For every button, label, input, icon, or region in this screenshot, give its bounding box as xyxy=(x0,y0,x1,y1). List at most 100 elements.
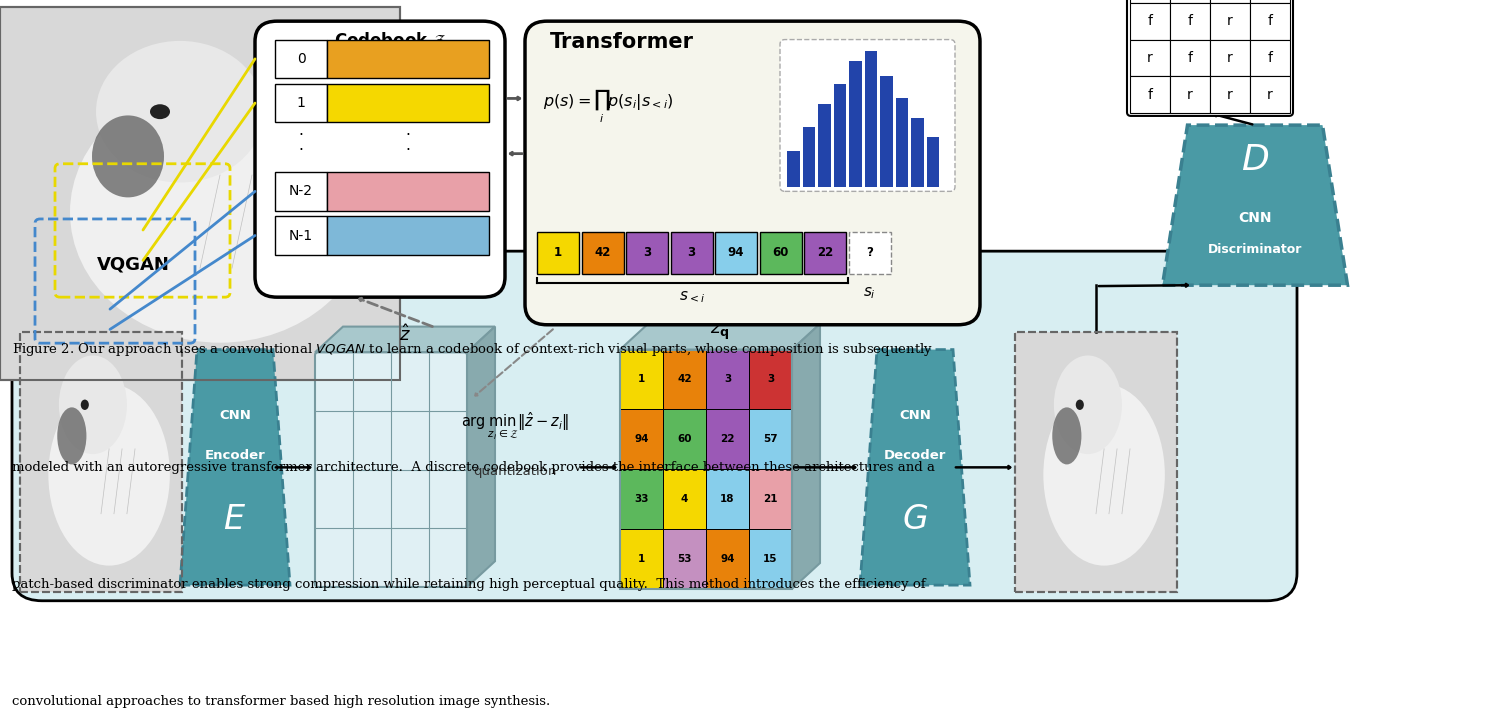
Bar xyxy=(849,62,861,187)
Bar xyxy=(1250,40,1290,76)
Text: quantization: quantization xyxy=(473,465,556,479)
Text: 53: 53 xyxy=(678,554,691,564)
Text: $\mathit{G}$: $\mathit{G}$ xyxy=(902,503,927,536)
Bar xyxy=(1250,76,1290,113)
Text: $\boldsymbol{s_{<i}}$: $\boldsymbol{s_{<i}}$ xyxy=(679,289,705,304)
Text: $\arg\min_{z_i \in \mathcal{Z}} \|\hat{z} - z_i\|$: $\arg\min_{z_i \in \mathcal{Z}} \|\hat{z… xyxy=(461,411,570,442)
Bar xyxy=(1250,3,1290,40)
Bar xyxy=(911,118,924,187)
Text: 4: 4 xyxy=(681,494,688,504)
Ellipse shape xyxy=(1052,407,1082,464)
Bar xyxy=(275,84,328,122)
Ellipse shape xyxy=(71,82,370,343)
Text: $z_\mathbf{q}$: $z_\mathbf{q}$ xyxy=(711,322,730,342)
Text: f: f xyxy=(1187,14,1192,28)
Bar xyxy=(621,529,663,589)
Bar xyxy=(748,409,792,469)
Bar xyxy=(20,332,182,592)
Bar xyxy=(1210,76,1250,113)
Bar xyxy=(1250,0,1290,3)
Text: 21: 21 xyxy=(764,494,777,504)
Ellipse shape xyxy=(1054,355,1121,454)
Bar xyxy=(663,529,706,589)
Bar xyxy=(879,76,893,187)
Bar xyxy=(896,98,908,187)
Text: $\boldsymbol{s_i}$: $\boldsymbol{s_i}$ xyxy=(863,285,876,301)
Bar xyxy=(849,232,890,274)
Bar xyxy=(759,232,801,274)
Text: 33: 33 xyxy=(634,494,649,504)
Text: 60: 60 xyxy=(773,246,789,260)
Polygon shape xyxy=(621,324,821,350)
Bar xyxy=(663,409,706,469)
Text: 3: 3 xyxy=(767,375,774,384)
FancyBboxPatch shape xyxy=(316,353,467,587)
Text: 1: 1 xyxy=(296,96,305,110)
Bar xyxy=(748,350,792,409)
Bar xyxy=(582,232,624,274)
Ellipse shape xyxy=(96,41,265,183)
Ellipse shape xyxy=(150,104,170,119)
Bar xyxy=(1210,3,1250,40)
Text: Codebook $\mathcal{Z}$: Codebook $\mathcal{Z}$ xyxy=(334,30,446,50)
Bar xyxy=(706,409,748,469)
Polygon shape xyxy=(860,350,969,585)
Text: 22: 22 xyxy=(720,434,735,445)
Text: Decoder: Decoder xyxy=(884,449,947,462)
Text: 3: 3 xyxy=(724,375,730,384)
Text: Figure 2. Our approach uses a convolutional $\it{VQGAN}$ to learn a codebook of : Figure 2. Our approach uses a convolutio… xyxy=(12,341,933,358)
Text: N-2: N-2 xyxy=(289,184,313,198)
Bar xyxy=(1210,40,1250,76)
Bar xyxy=(1169,0,1210,3)
Bar xyxy=(275,40,328,78)
Bar xyxy=(706,529,748,589)
Bar xyxy=(834,84,846,187)
Text: VQGAN: VQGAN xyxy=(98,256,170,274)
Text: r: r xyxy=(1147,51,1153,65)
Text: convolutional approaches to transformer based high resolution image synthesis.: convolutional approaches to transformer … xyxy=(12,695,550,708)
Text: ·
·: · · xyxy=(299,128,304,159)
Bar xyxy=(788,151,800,187)
Text: r: r xyxy=(1226,51,1232,65)
Text: 3: 3 xyxy=(643,246,651,260)
Text: 1: 1 xyxy=(637,554,645,564)
Bar xyxy=(1130,40,1169,76)
Text: 1: 1 xyxy=(555,246,562,260)
Text: 60: 60 xyxy=(678,434,691,445)
Bar xyxy=(621,469,663,529)
Ellipse shape xyxy=(1043,384,1165,566)
Text: f: f xyxy=(1147,88,1153,102)
FancyBboxPatch shape xyxy=(256,21,505,297)
Bar xyxy=(748,469,792,529)
Ellipse shape xyxy=(57,407,86,464)
Bar xyxy=(0,7,400,380)
Text: 1: 1 xyxy=(637,375,645,384)
Bar xyxy=(804,232,846,274)
Text: 3: 3 xyxy=(687,246,696,260)
Text: ?: ? xyxy=(866,246,873,260)
Bar xyxy=(1169,76,1210,113)
Text: Discriminator: Discriminator xyxy=(1208,244,1302,256)
Bar xyxy=(1169,3,1210,40)
Text: CNN: CNN xyxy=(1238,211,1272,225)
Text: f: f xyxy=(1267,51,1273,65)
Bar xyxy=(1130,76,1169,113)
Text: r: r xyxy=(1226,14,1232,28)
Text: 94: 94 xyxy=(727,246,744,260)
Ellipse shape xyxy=(92,115,164,198)
Text: modeled with an autoregressive transformer architecture.  A discrete codebook pr: modeled with an autoregressive transform… xyxy=(12,462,935,474)
Bar xyxy=(621,409,663,469)
Bar xyxy=(670,232,712,274)
Ellipse shape xyxy=(48,384,170,566)
Bar xyxy=(706,469,748,529)
Bar xyxy=(621,350,663,409)
Text: f: f xyxy=(1267,14,1273,28)
Bar xyxy=(1015,332,1177,592)
Text: 94: 94 xyxy=(634,434,649,445)
Bar xyxy=(328,84,488,122)
Bar xyxy=(1015,332,1177,592)
Text: 0: 0 xyxy=(296,52,305,66)
Bar xyxy=(328,40,488,78)
Bar xyxy=(275,172,328,211)
Polygon shape xyxy=(792,324,821,589)
